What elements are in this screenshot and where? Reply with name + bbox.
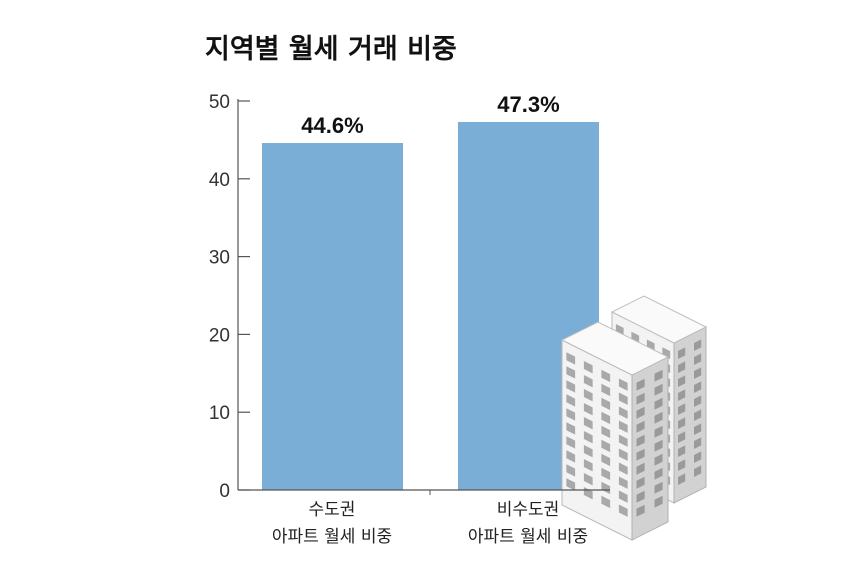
value-label-1: 47.3% [497, 92, 559, 117]
bar-0 [262, 143, 403, 490]
category-label-1-1: 아파트 월세 비중 [468, 527, 588, 547]
category-label-0-0: 수도권 [309, 500, 356, 520]
y-tick-label-20: 20 [209, 325, 230, 346]
y-tick-label-10: 10 [209, 403, 230, 424]
category-label-0-1: 아파트 월세 비중 [272, 527, 392, 547]
y-tick-label-40: 40 [209, 170, 230, 191]
chart-title: 지역별 월세 거래 비중 [205, 34, 457, 65]
y-axis: 0 10 20 30 40 50 [209, 92, 610, 502]
apartment-buildings-icon [560, 295, 708, 541]
bars [262, 122, 599, 491]
y-tick-label-0: 0 [219, 481, 230, 502]
y-tick-label-50: 50 [209, 92, 230, 113]
value-label-0: 44.6% [301, 113, 363, 138]
building-tower [560, 321, 670, 541]
category-label-1-0: 비수도권 [497, 500, 560, 520]
y-tick-label-30: 30 [209, 248, 230, 269]
